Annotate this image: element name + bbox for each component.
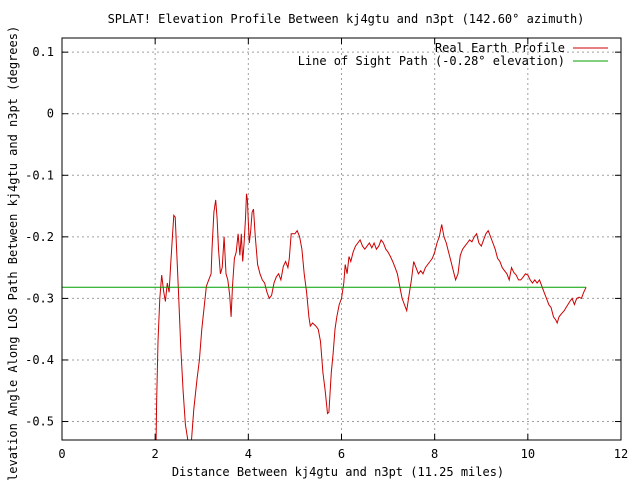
legend-label-line-of-sight: Line of Sight Path (-0.28° elevation) [298, 54, 565, 68]
x-tick-label: 10 [521, 447, 535, 461]
y-tick-label: -0.3 [25, 291, 54, 305]
y-tick-label: -0.5 [25, 415, 54, 429]
x-tick-label: 6 [338, 447, 345, 461]
series-real-earth-profile [155, 193, 587, 440]
y-tick-label: -0.2 [25, 230, 54, 244]
x-tick-label: 8 [431, 447, 438, 461]
chart-title: SPLAT! Elevation Profile Between kj4gtu … [108, 12, 585, 26]
y-tick-label: -0.1 [25, 168, 54, 182]
grid [62, 38, 621, 440]
x-tick-label: 0 [58, 447, 65, 461]
x-tick-label: 12 [614, 447, 628, 461]
y-axis-label: Elevation Angle Along LOS Path Between k… [6, 26, 20, 480]
x-axis-label: Distance Between kj4gtu and n3pt (11.25 … [172, 465, 504, 479]
y-tick-label: -0.4 [25, 353, 54, 367]
legend: Real Earth Profile Line of Sight Path (-… [298, 41, 608, 68]
y-tick-label: 0.1 [32, 45, 54, 59]
series-layer [62, 193, 587, 440]
y-tick-label: 0 [47, 107, 54, 121]
legend-label-real-earth: Real Earth Profile [435, 41, 565, 55]
ticks: 0 2 4 6 8 10 12 0.1 0 -0.1 -0.2 -0.3 -0.4 -0.5 [25, 38, 628, 461]
x-tick-label: 4 [245, 447, 252, 461]
x-tick-label: 2 [152, 447, 159, 461]
